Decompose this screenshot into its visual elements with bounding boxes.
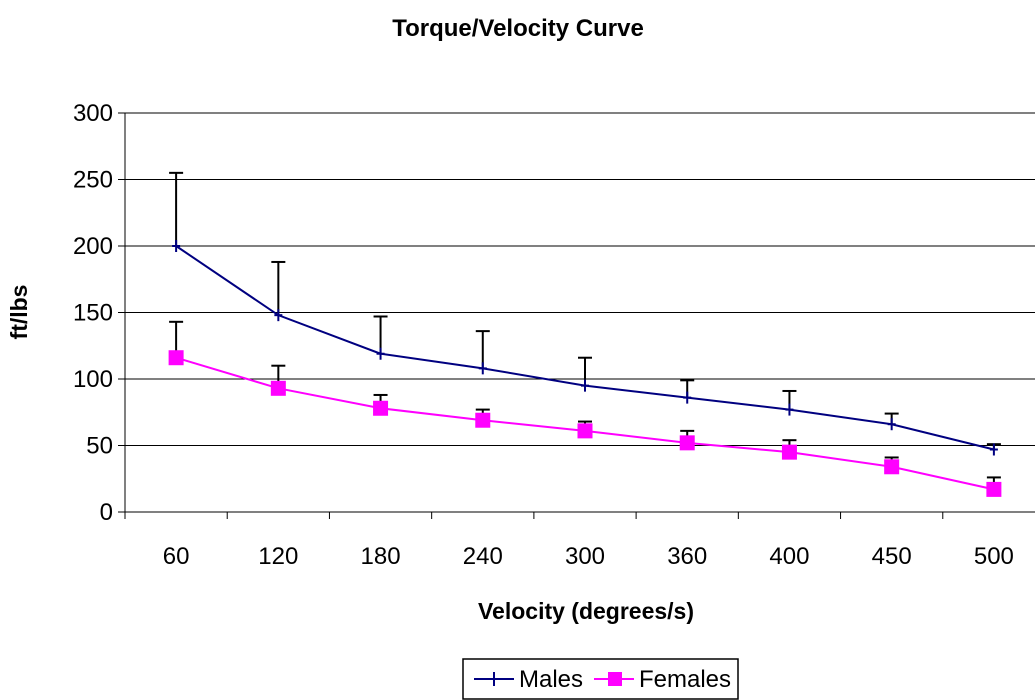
- plot-area: 0 50 100 150 200 250 300 60 120 180 240 300 360 400 4…: [73, 100, 1035, 570]
- legend-item-females: Females: [594, 666, 731, 693]
- x-tick-label: 60: [163, 543, 190, 570]
- data-point: [581, 379, 589, 392]
- x-tick-label: 240: [463, 543, 503, 570]
- chart-title: Torque/Velocity Curve: [392, 15, 644, 42]
- data-point: [679, 435, 695, 451]
- data-point: [781, 444, 797, 460]
- x-tick-label: 360: [667, 543, 707, 570]
- y-axis-ticks: 0 50 100 150 200 250 300: [73, 100, 125, 526]
- y-tick-label: 200: [73, 233, 113, 260]
- y-axis-title: ft/lbs: [6, 285, 32, 340]
- y-tick-label: 300: [73, 100, 113, 127]
- y-tick-label: 150: [73, 300, 113, 327]
- x-axis-title: Velocity (degrees/s): [478, 598, 694, 624]
- legend-label: Males: [519, 666, 583, 693]
- x-tick-label: 120: [258, 543, 298, 570]
- x-tick-label: 500: [974, 543, 1014, 570]
- data-point: [785, 403, 794, 416]
- series-line: [175, 245, 995, 451]
- data-point: [376, 347, 385, 360]
- data-point: [373, 400, 389, 416]
- y-tick-label: 100: [73, 366, 113, 393]
- series-layer: [168, 171, 1002, 497]
- data-point: [168, 350, 184, 366]
- series-females: [168, 320, 1002, 497]
- gridlines: [125, 112, 1035, 446]
- data-point: [577, 423, 593, 439]
- x-tick-label: 400: [769, 543, 809, 570]
- legend: Males Females: [462, 658, 739, 700]
- data-point: [478, 362, 487, 375]
- legend-item-males: Males: [474, 666, 583, 693]
- data-point: [989, 443, 998, 456]
- data-point: [274, 309, 283, 322]
- x-axis-ticks: 60 120 180 240 300 360 400 450 500: [124, 512, 1014, 570]
- data-point: [887, 418, 896, 431]
- series-males: [169, 171, 1001, 456]
- data-point: [475, 412, 491, 428]
- legend-label: Females: [639, 666, 731, 693]
- x-tick-label: 180: [361, 543, 401, 570]
- x-tick-label: 450: [872, 543, 912, 570]
- data-point: [172, 240, 181, 252]
- data-point: [884, 459, 900, 475]
- x-tick-label: 300: [565, 543, 605, 570]
- y-tick-label: 50: [86, 433, 113, 460]
- data-point: [270, 380, 286, 396]
- y-tick-label: 250: [73, 167, 113, 194]
- data-point: [986, 481, 1002, 497]
- y-tick-label: 0: [100, 499, 113, 526]
- legend-marker: [608, 672, 622, 686]
- data-point: [683, 391, 692, 404]
